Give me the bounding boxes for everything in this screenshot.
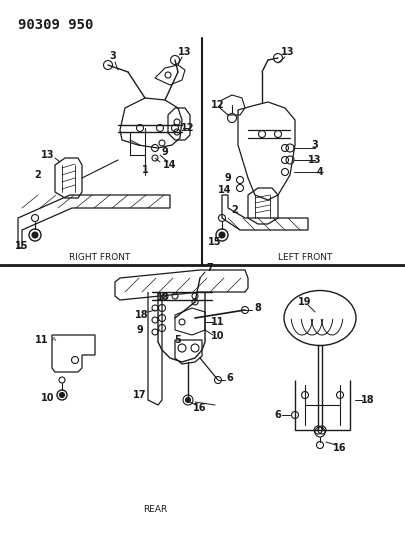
Text: 13: 13 [41,150,55,160]
Text: 2: 2 [34,170,41,180]
Text: 13: 13 [281,47,295,57]
Text: A: A [52,337,56,342]
Text: 15: 15 [208,237,222,247]
Text: 10: 10 [41,393,55,403]
Text: 90309 950: 90309 950 [18,18,94,32]
Text: 13: 13 [178,47,192,57]
Text: 6: 6 [227,373,233,383]
Text: 18: 18 [135,310,149,320]
Circle shape [219,232,225,238]
Text: LEFT FRONT: LEFT FRONT [278,253,332,262]
Text: REAR: REAR [143,505,167,514]
Text: 2: 2 [232,205,239,215]
Text: 12: 12 [211,100,225,110]
Text: 9: 9 [136,325,143,335]
Text: 6: 6 [275,410,281,420]
Text: 9: 9 [162,147,168,157]
Circle shape [185,398,190,402]
Text: 1: 1 [142,165,148,175]
Text: 17: 17 [133,390,147,400]
Text: 14: 14 [163,160,177,170]
Text: 18: 18 [156,294,168,303]
Text: 11: 11 [35,335,49,345]
Text: 3: 3 [110,51,116,61]
Text: 16: 16 [333,443,347,453]
Text: 15: 15 [15,241,29,251]
Text: 3: 3 [311,140,318,150]
Text: 8: 8 [255,303,262,313]
Text: 5: 5 [175,335,181,345]
Text: 14: 14 [218,185,232,195]
Text: 12: 12 [181,123,195,133]
Circle shape [60,392,64,398]
Text: 18: 18 [361,395,375,405]
Text: RIGHT FRONT: RIGHT FRONT [69,253,131,262]
Text: 11: 11 [211,317,225,327]
Text: 13: 13 [308,155,322,165]
Text: 10: 10 [211,331,225,341]
Text: 9: 9 [225,173,231,183]
Circle shape [32,232,38,238]
Text: 16: 16 [193,403,207,413]
Text: 4: 4 [317,167,323,177]
Text: 19: 19 [298,297,312,307]
Text: 7: 7 [207,263,213,273]
